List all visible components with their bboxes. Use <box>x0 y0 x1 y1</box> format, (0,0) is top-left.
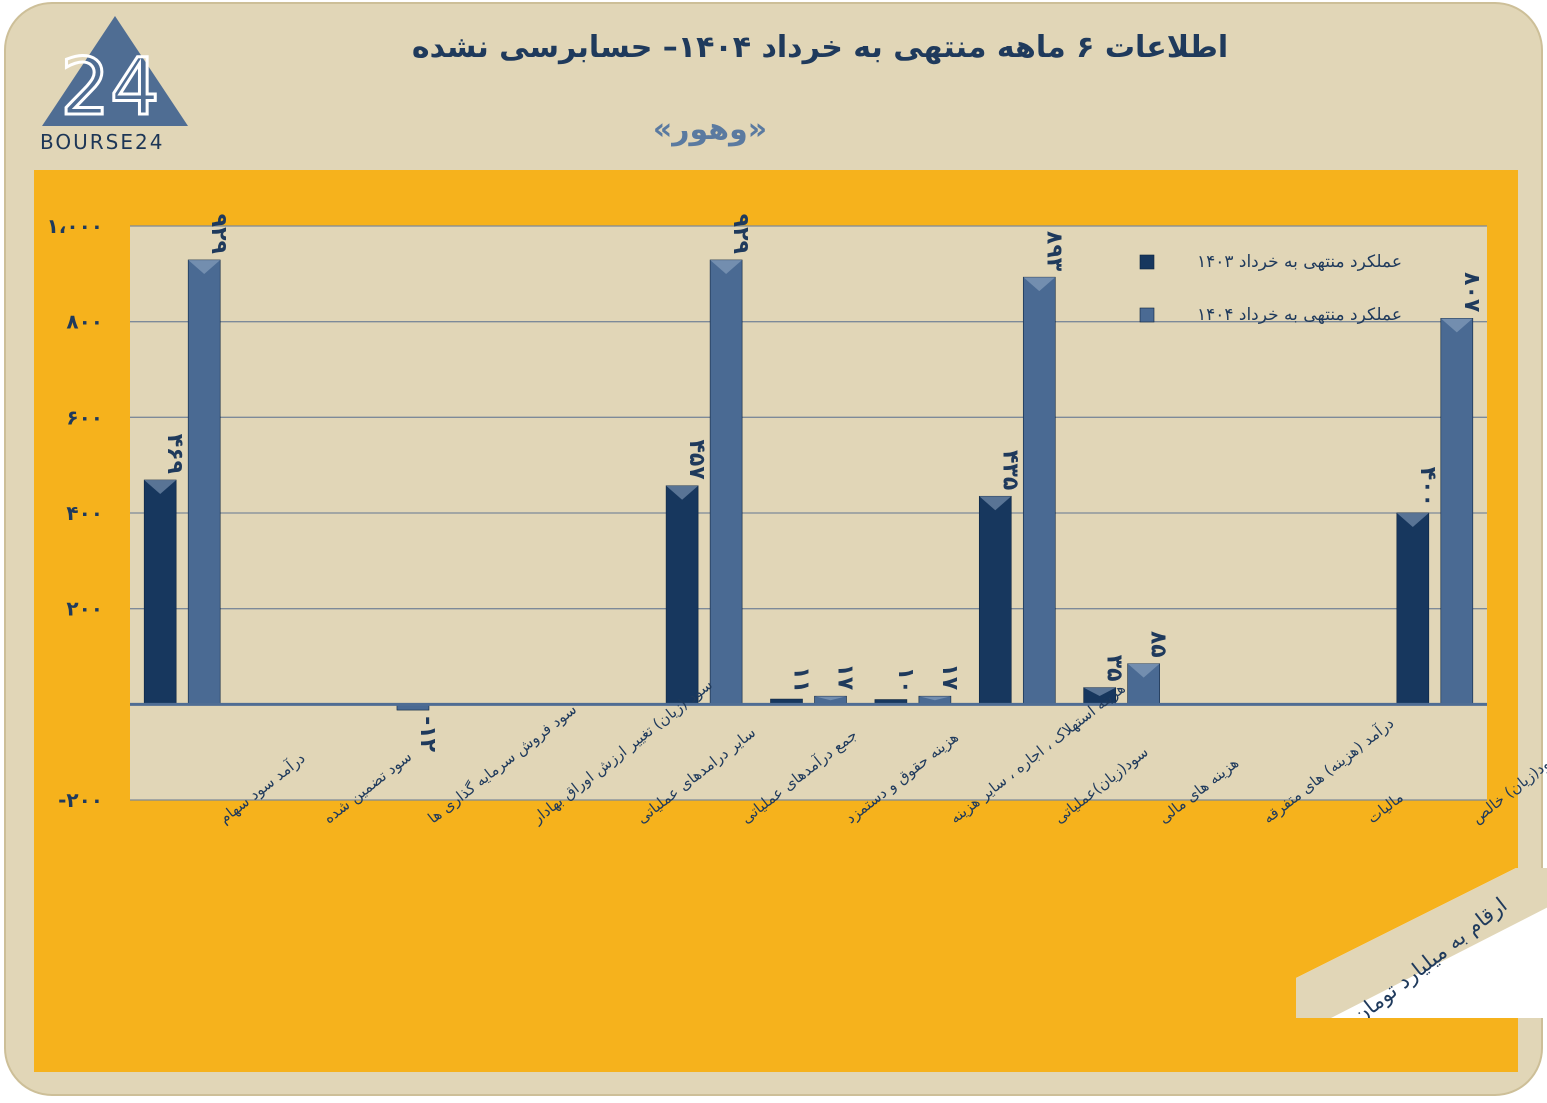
bar-bevel <box>1023 277 1056 292</box>
data-label: ۱۷ <box>833 663 858 690</box>
data-label: ۱۰ <box>893 667 918 694</box>
bar-1403 <box>978 495 1012 705</box>
data-label: ۴۵۷ <box>684 439 709 480</box>
chart-title: اطلاعات ۶ ماهه منتهی به خرداد ۱۴۰۴– حساب… <box>411 30 1229 65</box>
data-label: ۹۲۹ <box>728 214 753 254</box>
data-label: ۱۱ <box>789 666 814 693</box>
y-tick-label: ۶۰۰ <box>66 405 103 429</box>
bar-bevel <box>1083 687 1116 696</box>
legend-label-1404: عملکرد منتهی به خرداد ۱۴۰۴ <box>1197 305 1402 325</box>
bar-1403 <box>143 479 177 705</box>
bourse24-logo: 24 <box>42 16 188 134</box>
data-label: ۴۳۵ <box>997 450 1022 490</box>
legend-label-1403: عملکرد منتهی به خرداد ۱۴۰۳ <box>1197 252 1402 272</box>
legend-swatch-1403 <box>1139 254 1155 270</box>
data-label: ۳۵ <box>1102 655 1127 682</box>
svg-text:24: 24 <box>60 43 159 133</box>
bar-bevel <box>814 696 847 701</box>
bar-bevel <box>1440 318 1473 333</box>
data-label: ۱۷ <box>937 663 962 690</box>
bar-bevel <box>918 696 951 701</box>
bar-1403 <box>665 485 699 705</box>
bar-bevel <box>1127 663 1160 678</box>
bar-1404 <box>1022 276 1056 705</box>
data-label: ۸۰۷ <box>1459 272 1484 313</box>
bar-1404 <box>1440 318 1474 705</box>
bar-bevel <box>979 496 1012 511</box>
chart-subtitle: «وهور» <box>652 112 768 147</box>
y-tick-label: -۲۰۰ <box>58 788 103 812</box>
data-label: ۸۹۳ <box>1041 231 1066 272</box>
data-label: ۴۶۹ <box>162 434 187 474</box>
y-tick-label: ۸۰۰ <box>66 310 103 334</box>
logo-text: BOURSE24 <box>40 130 165 154</box>
data-label: ۴۰۰ <box>1415 467 1440 507</box>
y-tick-label: ۲۰۰ <box>66 597 103 621</box>
bar-1403 <box>1396 512 1430 705</box>
data-label: ۹۲۹ <box>206 214 231 254</box>
data-label: -۱۲ <box>415 716 440 753</box>
bar-1404 <box>187 259 221 705</box>
bar-bevel <box>666 485 699 500</box>
bar-bevel <box>188 259 221 274</box>
bar-bevel <box>1396 513 1429 527</box>
legend-swatch-1404 <box>1139 307 1155 323</box>
y-tick-label: ۴۰۰ <box>66 501 103 525</box>
bar-bevel <box>144 479 177 494</box>
bar-bevel <box>710 259 743 274</box>
bar-1404 <box>709 259 743 705</box>
data-label: ۸۵ <box>1146 631 1171 658</box>
y-tick-label: ۱،۰۰۰ <box>47 214 103 238</box>
unit-band: ارقام به میلیارد تومان <box>1296 868 1547 1018</box>
